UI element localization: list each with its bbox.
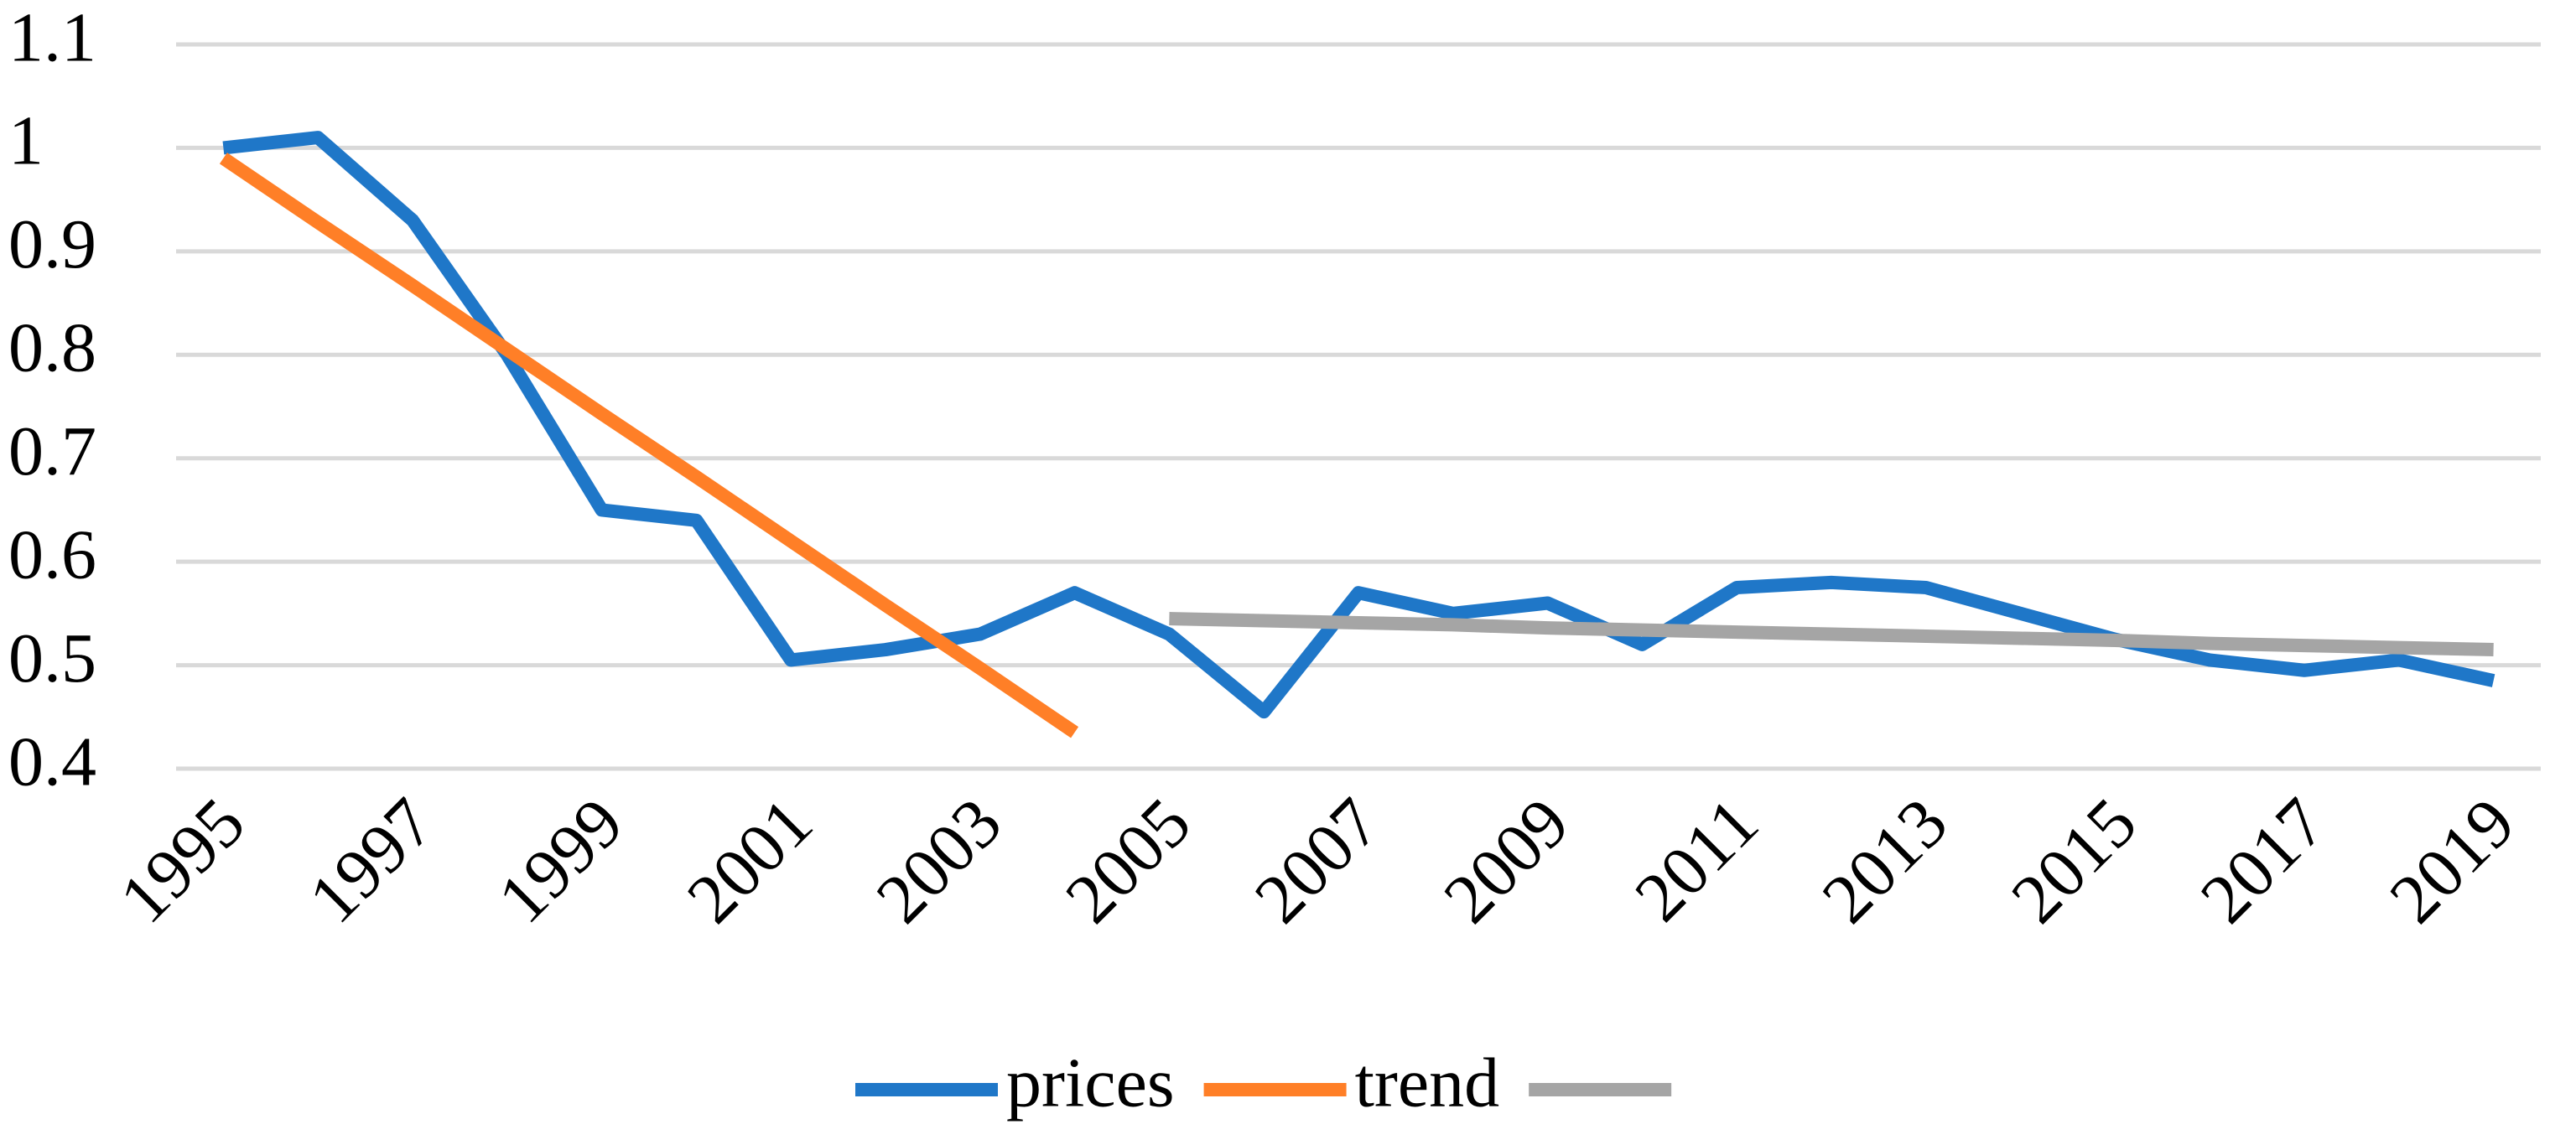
x-tick-label: 2019	[2375, 784, 2530, 939]
x-tick-label: 2011	[1620, 784, 1773, 936]
y-tick-label: 0.9	[8, 205, 96, 283]
series-line	[1169, 612, 2494, 657]
x-tick-label: 2007	[1240, 784, 1395, 939]
x-tick-label: 1997	[294, 784, 449, 939]
y-tick-label: 0.6	[8, 516, 96, 593]
legend-label: trend	[1355, 1044, 1500, 1122]
y-tick-label: 0.8	[8, 309, 96, 387]
y-tick-label: 0.5	[8, 619, 96, 697]
x-tick-label: 2005	[1051, 784, 1206, 939]
x-tick-label: 2003	[862, 784, 1017, 939]
y-tick-label: 0.4	[8, 723, 96, 800]
x-tick-label: 2017	[2186, 784, 2341, 939]
y-tick-label: 0.7	[8, 412, 96, 490]
y-tick-label: 1	[8, 102, 44, 180]
legend-label: prices	[1006, 1044, 1175, 1122]
x-tick-label: 1995	[105, 784, 260, 939]
series-line	[219, 153, 1079, 738]
y-tick-label: 1.1	[8, 0, 96, 76]
x-tick-label: 2009	[1429, 784, 1584, 939]
x-tick-label: 1999	[483, 784, 638, 939]
x-tick-label: 2015	[1997, 784, 2152, 939]
x-tick-label: 2013	[1808, 784, 1963, 939]
x-tick-label: 2001	[673, 784, 828, 939]
legend: prices trend	[855, 1044, 1672, 1122]
